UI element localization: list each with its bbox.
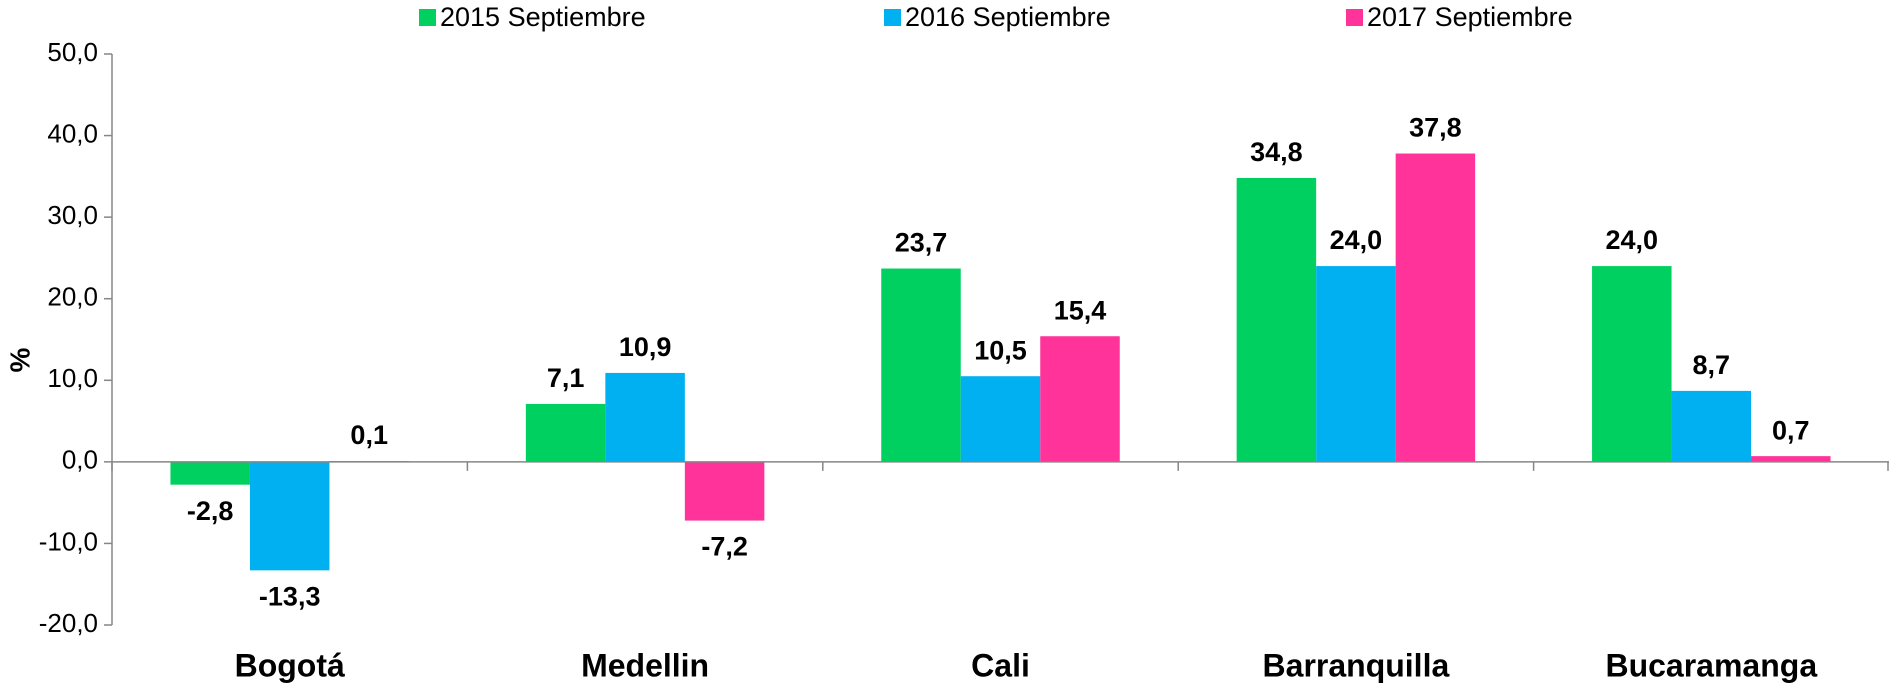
bar (684, 461, 765, 521)
legend-label: 2017 Septiembre (1367, 2, 1573, 32)
bar (525, 403, 606, 462)
y-tick-label: 20,0 (47, 282, 98, 312)
y-tick-label: 50,0 (47, 37, 98, 67)
x-tick-label: Barranquilla (1263, 647, 1450, 683)
data-label: 23,7 (895, 228, 948, 258)
legend-label: 2016 Septiembre (905, 2, 1111, 32)
data-label: -2,8 (187, 496, 234, 526)
y-tick-label: 10,0 (47, 363, 98, 393)
y-tick-label: 0,0 (62, 445, 98, 475)
bar (960, 376, 1041, 462)
legend-swatch (419, 9, 436, 26)
data-label: 0,1 (350, 420, 388, 450)
x-tick-label: Bogotá (235, 647, 345, 683)
data-label: 0,7 (1772, 415, 1810, 445)
bar (1395, 153, 1476, 462)
bar (605, 372, 685, 462)
legend-swatch (1346, 9, 1363, 26)
data-label: 10,9 (619, 332, 672, 362)
y-tick-label: -20,0 (39, 608, 98, 638)
bar (170, 461, 250, 485)
data-label: 8,7 (1693, 350, 1731, 380)
x-tick-label: Medellin (581, 647, 709, 683)
data-label: 10,5 (974, 335, 1027, 365)
data-label: -7,2 (701, 532, 748, 562)
bar (881, 268, 961, 462)
bar (249, 461, 330, 571)
x-tick-label: Cali (971, 647, 1030, 683)
data-label: -13,3 (259, 581, 321, 611)
data-label: 15,4 (1054, 295, 1107, 325)
y-tick-label: -10,0 (39, 526, 98, 556)
y-tick-label: 40,0 (47, 118, 98, 148)
data-label: 34,8 (1250, 137, 1303, 167)
bar (1236, 177, 1317, 462)
bar (1592, 266, 1672, 462)
bar (1751, 456, 1831, 462)
x-tick-label: Bucaramanga (1605, 647, 1817, 683)
bar (1671, 390, 1752, 462)
data-label: 37,8 (1409, 113, 1462, 143)
data-label: 24,0 (1606, 225, 1659, 255)
data-label: 24,0 (1330, 225, 1383, 255)
bar (1316, 266, 1396, 462)
data-label: 7,1 (547, 363, 585, 393)
bar (1040, 336, 1120, 462)
legend-swatch (884, 9, 901, 26)
y-tick-label: 30,0 (47, 200, 98, 230)
y-axis-label: % (4, 347, 35, 372)
legend-label: 2015 Septiembre (440, 2, 646, 32)
